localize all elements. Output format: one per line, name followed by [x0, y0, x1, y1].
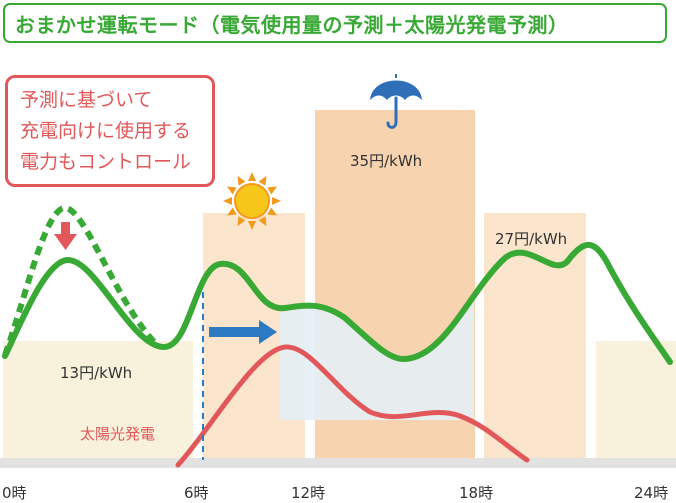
callout-line-1: 予測に基づいて — [20, 89, 153, 111]
time-tick-24: 24時 — [634, 484, 669, 502]
sun-icon — [223, 172, 281, 230]
solar-generation-line — [175, 344, 530, 468]
time-tick-6: 6時 — [184, 484, 209, 502]
price-label-low: 13円/kWh — [60, 364, 133, 382]
down-arrow-icon — [54, 222, 77, 250]
right-arrow-icon — [209, 320, 277, 344]
mid-rate-block-evening — [484, 213, 586, 462]
low-rate-block-late-night — [596, 341, 676, 462]
usage-line — [2, 241, 673, 365]
time-tick-0: 0時 — [2, 484, 27, 502]
time-tick-18: 18時 — [459, 484, 494, 502]
callout-line-3: 電力もコントロール — [20, 151, 192, 173]
control-callout: 予測に基づいて 充電向けに使用する 電力もコントロール — [5, 75, 215, 187]
time-axis-baseline — [0, 458, 676, 468]
low-rate-block-night — [3, 341, 193, 462]
price-label-high: 35円/kWh — [350, 152, 423, 170]
callout-line-2: 充電向けに使用する — [20, 120, 192, 142]
price-label-mid: 27円/kWh — [495, 230, 568, 248]
original-usage-dashed-line — [2, 204, 158, 357]
shifted-usage-area — [280, 296, 474, 420]
page-title: おまかせ運転モード（電気使用量の予測＋太陽光発電予測） — [3, 3, 667, 43]
time-tick-12: 12時 — [291, 484, 326, 502]
umbrella-icon — [370, 74, 422, 129]
solar-generation-label: 太陽光発電 — [80, 425, 156, 443]
